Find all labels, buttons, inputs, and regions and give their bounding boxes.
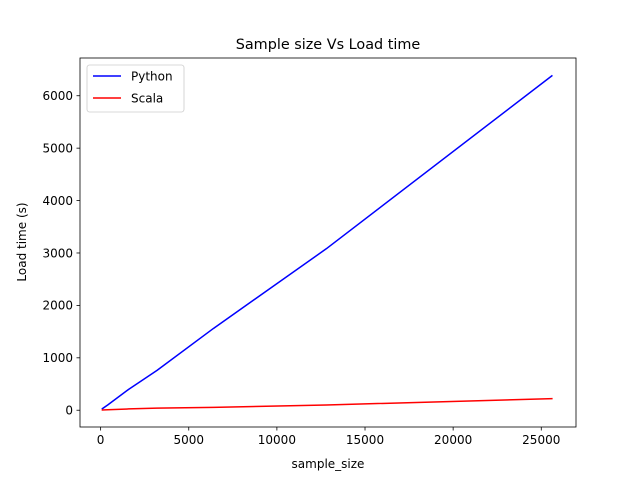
x-axis-label: sample_size [292,457,365,471]
y-tick-label: 5000 [42,141,73,155]
x-tick-label: 15000 [346,433,384,447]
series-line-python [101,74,553,410]
x-tick-label: 10000 [258,433,296,447]
y-tick-label: 1000 [42,351,73,365]
plot-area: 0 5000 10000 15000 20000 25000 0 1000 2000 3000 40… [42,57,577,447]
y-tick-label: 6000 [42,89,73,103]
x-tick-label: 20000 [434,433,472,447]
legend: Python Scala [86,64,185,113]
y-tick-label: 2000 [42,299,73,313]
axes-frame [79,57,577,428]
x-tick-label: 25000 [522,433,560,447]
chart-title: Sample size Vs Load time [236,37,421,53]
legend-label-python: Python [131,69,173,83]
x-tick-label: 0 [97,433,105,447]
legend-label-scala: Scala [131,91,163,105]
y-tick-label: 3000 [42,246,73,260]
x-tick-label: 5000 [173,433,204,447]
y-axis-label: Load time (s) [15,202,29,281]
y-tick-label: 0 [65,404,73,418]
series-line-scala [101,397,553,411]
y-tick-label: 4000 [42,194,73,208]
